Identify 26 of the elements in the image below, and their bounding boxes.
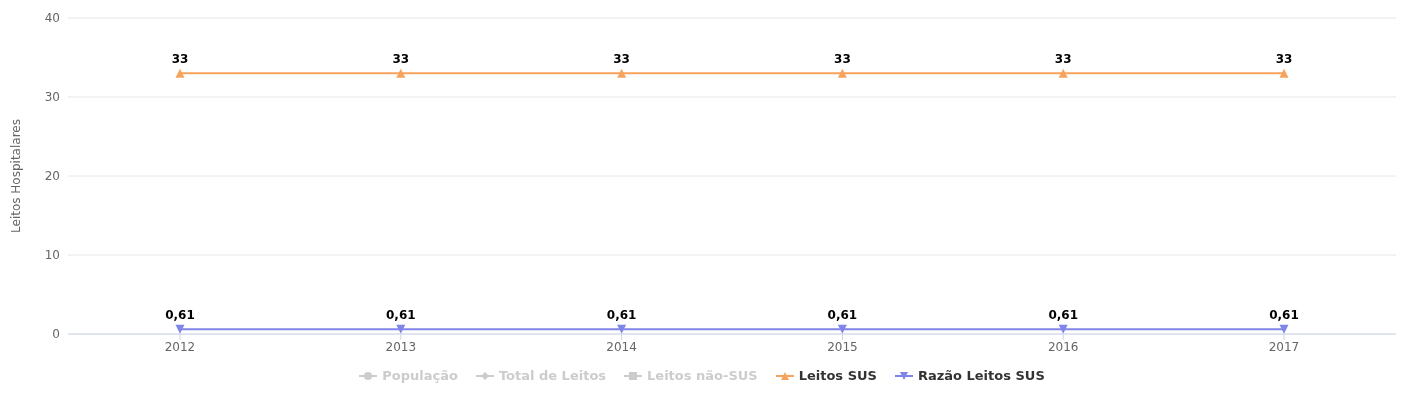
y-tick-label: 0	[52, 327, 60, 342]
y-tick-label: 10	[44, 248, 60, 263]
data-label: 33	[1275, 52, 1293, 67]
y-axis-title: Leitos Hospitalares	[9, 119, 24, 233]
data-label: 33	[392, 52, 410, 67]
data-label: 0,61	[165, 308, 195, 323]
data-label: 33	[1054, 52, 1072, 67]
x-tick-label: 2014	[606, 339, 637, 354]
x-tick-label: 2016	[1047, 339, 1079, 354]
x-tick-label: 2013	[385, 339, 417, 354]
y-tick-label: 30	[44, 90, 60, 105]
data-label: 0,61	[1048, 308, 1078, 323]
data-label: 0,61	[386, 308, 416, 323]
x-tick-label: 2015	[827, 339, 858, 354]
y-tick-label: 20	[44, 169, 60, 184]
legend-label: Leitos SUS	[798, 368, 877, 383]
data-label: 0,61	[827, 308, 858, 323]
data-label: 33	[171, 52, 189, 67]
data-label: 0,61	[606, 308, 637, 323]
x-tick-label: 2017	[1268, 339, 1300, 354]
data-label: 0,61	[1269, 308, 1299, 323]
x-tick-label: 2012	[164, 339, 196, 354]
y-tick-label: 40	[44, 11, 60, 26]
legend-label: Razão Leitos SUS	[917, 368, 1045, 383]
data-label: 33	[613, 52, 630, 67]
data-label: 33	[834, 52, 851, 67]
